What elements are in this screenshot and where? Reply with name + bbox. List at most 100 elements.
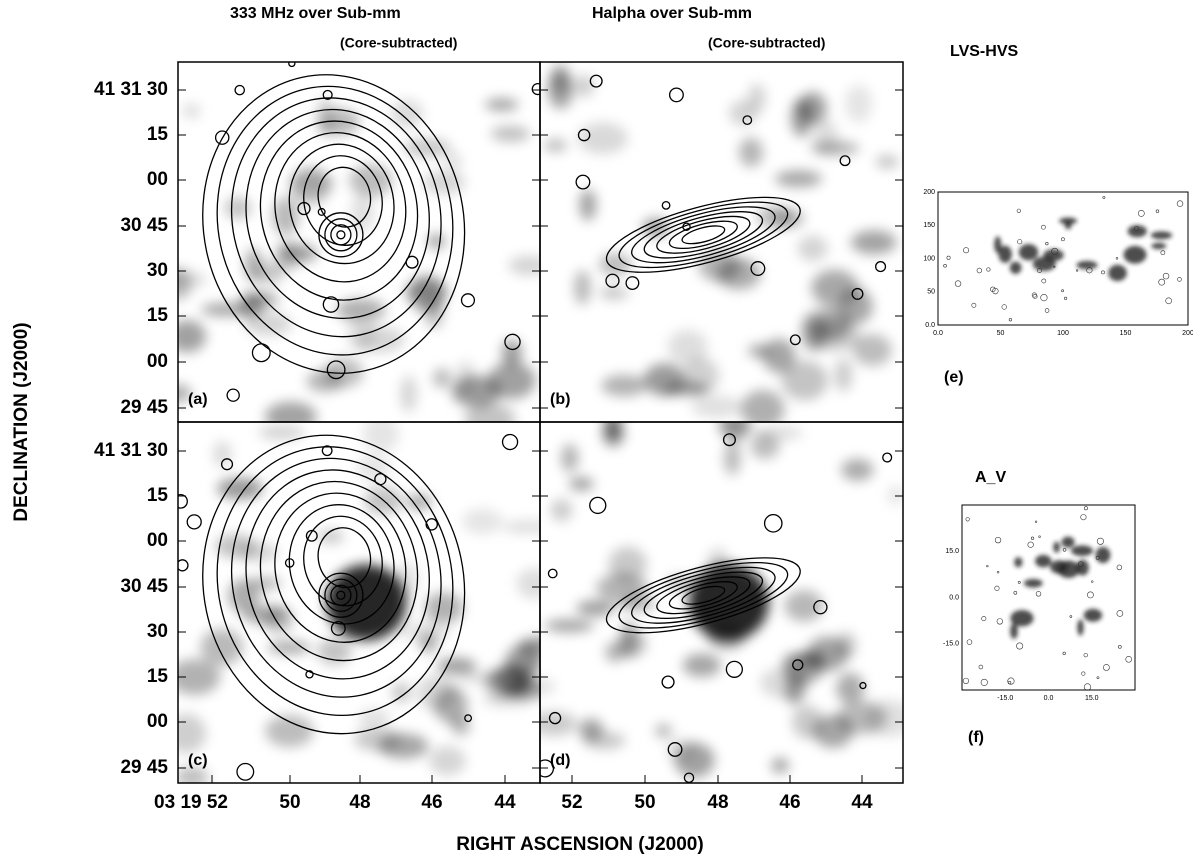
contour bbox=[1061, 289, 1064, 293]
contour bbox=[577, 128, 591, 142]
contour bbox=[763, 514, 783, 533]
greyscale bbox=[540, 422, 903, 778]
contour bbox=[251, 343, 271, 363]
x-tick-label: 150 bbox=[1120, 330, 1132, 337]
contour bbox=[656, 215, 751, 254]
blob bbox=[604, 422, 622, 440]
blob bbox=[1009, 261, 1022, 274]
y-tick-label: 100 bbox=[923, 255, 935, 262]
contour bbox=[1096, 537, 1104, 545]
blob bbox=[400, 375, 417, 413]
x-tick-label: 50 bbox=[634, 792, 655, 813]
contour bbox=[1075, 269, 1079, 272]
contour bbox=[682, 222, 691, 231]
y-tick-label: 150 bbox=[923, 222, 935, 229]
x-tick-label: 48 bbox=[349, 792, 370, 813]
y-tick-label: 00 bbox=[147, 351, 168, 372]
y-tick-label: 15 bbox=[147, 666, 169, 687]
blob bbox=[1108, 264, 1127, 282]
inset bbox=[943, 195, 1184, 322]
y-tick-label: 00 bbox=[147, 530, 168, 551]
blob bbox=[178, 320, 206, 353]
contour bbox=[980, 678, 988, 686]
contour bbox=[1125, 656, 1132, 663]
contour bbox=[540, 759, 555, 778]
contour bbox=[978, 664, 984, 670]
contour bbox=[1064, 296, 1068, 300]
x-tick-label: 15.0 bbox=[1085, 695, 1099, 702]
blob bbox=[1035, 554, 1052, 568]
blob bbox=[561, 443, 579, 473]
contour bbox=[1086, 267, 1093, 274]
contour bbox=[643, 211, 764, 259]
contour bbox=[318, 212, 364, 258]
contour bbox=[425, 518, 439, 531]
blob bbox=[781, 360, 828, 401]
contour bbox=[317, 527, 372, 589]
contour bbox=[1095, 555, 1100, 560]
contour bbox=[1101, 270, 1105, 275]
blob bbox=[504, 644, 540, 681]
contour bbox=[274, 492, 407, 643]
blob bbox=[429, 746, 466, 776]
blob bbox=[1150, 231, 1173, 240]
panel-label: (b) bbox=[550, 391, 570, 408]
contour bbox=[1083, 652, 1088, 658]
contour bbox=[330, 584, 352, 606]
blob bbox=[569, 477, 594, 491]
blob bbox=[1014, 557, 1023, 568]
contour bbox=[1062, 651, 1066, 656]
contour bbox=[178, 493, 188, 509]
contours bbox=[540, 433, 893, 783]
blob bbox=[579, 718, 603, 741]
blob bbox=[852, 334, 892, 367]
contour bbox=[656, 576, 751, 615]
contour bbox=[1176, 200, 1184, 207]
blob bbox=[178, 713, 206, 754]
contour bbox=[681, 225, 726, 245]
inset-frame bbox=[937, 191, 1189, 326]
contour bbox=[1030, 536, 1035, 540]
contour bbox=[789, 334, 801, 346]
x-tick-label: 03 19 52 bbox=[154, 792, 228, 813]
blob bbox=[178, 659, 221, 695]
contour bbox=[297, 201, 311, 216]
y-tick-label: 41 31 30 bbox=[94, 440, 168, 461]
blob bbox=[750, 433, 780, 459]
contour bbox=[966, 639, 973, 645]
x-tick-label: 48 bbox=[707, 792, 728, 813]
blob bbox=[1083, 608, 1103, 622]
blob bbox=[354, 727, 401, 752]
y-tick-label: 41 31 30 bbox=[94, 79, 168, 100]
contour bbox=[330, 224, 352, 246]
y-tick-label: 30 45 bbox=[120, 215, 168, 236]
contour bbox=[792, 659, 804, 671]
blob bbox=[579, 189, 597, 221]
blob bbox=[263, 605, 294, 634]
blob bbox=[1127, 225, 1147, 238]
contour bbox=[245, 108, 430, 320]
contour bbox=[1038, 535, 1041, 538]
blob bbox=[335, 298, 386, 322]
contour bbox=[216, 85, 454, 356]
contour bbox=[1115, 257, 1119, 260]
contour bbox=[643, 571, 764, 620]
contour bbox=[851, 287, 864, 300]
blob bbox=[349, 163, 393, 198]
blob bbox=[216, 477, 264, 500]
blob bbox=[264, 401, 317, 422]
contour bbox=[631, 206, 776, 264]
panel-subtitle: (Core-subtracted) bbox=[708, 35, 825, 51]
contour bbox=[330, 620, 346, 636]
blob bbox=[809, 320, 861, 352]
blob bbox=[249, 576, 282, 590]
blob bbox=[618, 630, 647, 657]
contour bbox=[589, 496, 607, 515]
blob bbox=[723, 441, 741, 476]
blob bbox=[691, 395, 743, 418]
blob bbox=[875, 155, 899, 169]
blob bbox=[244, 248, 263, 282]
panel-image bbox=[540, 422, 903, 783]
y-axis-label: DECLINATION (J2000) bbox=[11, 322, 32, 521]
blob bbox=[274, 240, 298, 274]
